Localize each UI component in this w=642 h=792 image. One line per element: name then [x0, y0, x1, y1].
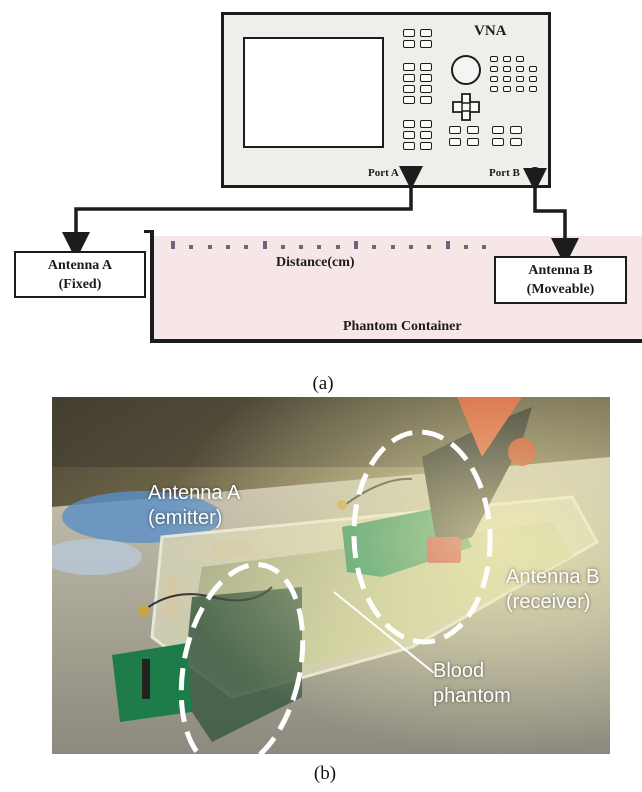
vna-key: [490, 66, 498, 72]
vna-dpad: [452, 93, 480, 121]
antenna-a-photo-title: Antenna A: [148, 482, 241, 504]
antenna-b-highlight-ellipse: [351, 429, 493, 645]
antenna-b-photo-title: Antenna B: [506, 566, 600, 588]
antenna-b-title: Antenna B: [528, 263, 593, 278]
distance-label: Distance(cm): [276, 255, 355, 270]
vna-key: [503, 76, 511, 82]
vna-key: [516, 66, 524, 72]
vna-key: [420, 96, 432, 104]
vna-key: [403, 120, 415, 128]
vna-key: [403, 74, 415, 82]
distance-tick: [207, 245, 212, 249]
distance-tick: [372, 245, 377, 249]
vna-key: [492, 138, 504, 146]
vna-key: [503, 66, 511, 72]
distance-tick: [354, 241, 358, 249]
blood-phantom-label: Blood phantom: [433, 659, 511, 709]
vna-key: [403, 131, 415, 139]
vna-key: [529, 66, 537, 72]
vna-key: [403, 29, 415, 37]
vna-key: [403, 40, 415, 48]
photo-scene: [52, 397, 610, 754]
vna-key: [510, 126, 522, 134]
vna-key: [420, 63, 432, 71]
vna-key: [403, 96, 415, 104]
vna-key: [516, 56, 524, 62]
distance-tick: [390, 245, 395, 249]
antenna-b-photo-role: (receiver): [506, 591, 591, 613]
cable-port-b-to-antenna-b: [533, 184, 579, 266]
distance-tick: [280, 245, 285, 249]
vna-key: [516, 86, 524, 92]
distance-tick: [189, 245, 194, 249]
vna-key: [516, 76, 524, 82]
vna-key: [403, 63, 415, 71]
antenna-a-box: Antenna A (Fixed): [14, 251, 146, 298]
port-a-label: Port A: [368, 167, 399, 179]
vna-key: [420, 131, 432, 139]
phantom-container-label: Phantom Container: [343, 319, 462, 334]
antenna-b-photo-label: Antenna B (receiver): [506, 565, 599, 615]
antenna-b-box: Antenna B (Moveable): [494, 256, 627, 304]
caption-b: (b): [313, 763, 337, 784]
vna-key: [467, 126, 479, 134]
antenna-a-title: Antenna A: [47, 258, 113, 273]
vna-key: [467, 138, 479, 146]
vna-key: [529, 86, 537, 92]
distance-tick: [225, 245, 230, 249]
distance-tick: [463, 245, 468, 249]
vna-key: [490, 76, 498, 82]
vna-label: VNA: [474, 23, 507, 39]
antenna-b-subtitle: (Moveable): [526, 282, 595, 297]
blood-phantom-title: Blood: [433, 660, 485, 682]
container-bottom-wall: [150, 339, 642, 343]
container-left-wall: [150, 230, 154, 343]
vna-key: [503, 86, 511, 92]
vna-key: [420, 142, 432, 150]
distance-tick: [427, 245, 432, 249]
cable-port-a-to-antenna-a: [62, 184, 413, 260]
antenna-a-photo-label: Antenna A (emitter): [148, 481, 240, 531]
distance-tick: [482, 245, 487, 249]
antenna-a-photo-role: (emitter): [148, 507, 223, 529]
distance-tick: [445, 241, 450, 249]
container-top-lip: [144, 230, 154, 233]
port-b-label: Port B: [489, 167, 520, 179]
distance-tick: [317, 245, 322, 249]
vna-key: [503, 56, 511, 62]
experiment-photo: Antenna A (emitter) Antenna B (receiver)…: [52, 397, 610, 754]
antenna-a-highlight-ellipse: [178, 562, 306, 754]
vna-key: [449, 138, 461, 146]
vna-key: [420, 74, 432, 82]
distance-tick: [299, 245, 304, 249]
phantom-pointer-line: [333, 591, 435, 674]
vna-key: [420, 85, 432, 93]
vna-key: [492, 126, 504, 134]
caption-a: (a): [312, 373, 334, 394]
vna-key: [510, 138, 522, 146]
vna-key: [490, 56, 498, 62]
cable-connections: [62, 166, 579, 266]
distance-tick: [171, 241, 175, 249]
vna-key: [449, 126, 461, 134]
vna-key: [420, 40, 432, 48]
vna-key: [420, 29, 432, 37]
blood-phantom-subtitle: phantom: [433, 685, 511, 707]
vna-key: [403, 142, 415, 150]
vna-knob: [451, 55, 481, 85]
antenna-a-subtitle: (Fixed): [58, 277, 102, 292]
vna-key: [490, 86, 498, 92]
distance-tick: [335, 245, 340, 249]
vna-key: [403, 85, 415, 93]
distance-tick: [408, 245, 413, 249]
distance-tick: [244, 245, 249, 249]
vna-key: [420, 120, 432, 128]
distance-tick: [262, 241, 267, 249]
vna-screen: [243, 37, 384, 148]
vna-key: [529, 76, 537, 82]
